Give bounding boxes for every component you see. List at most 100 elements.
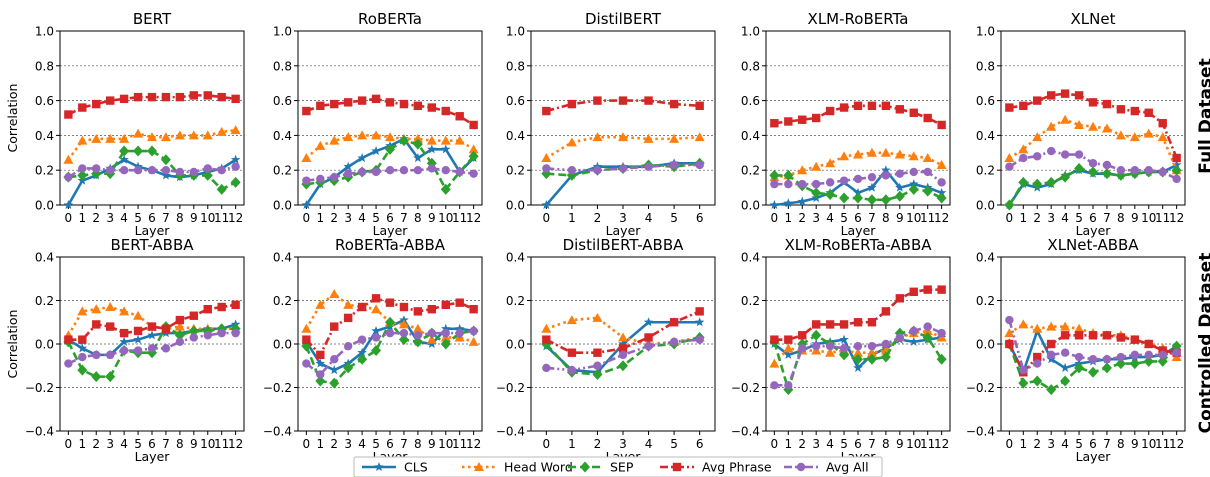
x-tick-label: 7 (400, 211, 408, 225)
x-tick-label: 7 (162, 211, 170, 225)
x-tick-label: 8 (1117, 211, 1125, 225)
data-point (1130, 335, 1140, 344)
data-point (398, 334, 409, 346)
data-point (385, 132, 395, 142)
x-tick-label: 5 (372, 211, 380, 225)
series-head-word (769, 147, 947, 182)
data-point (895, 294, 905, 303)
y-tick-label: 0.0 (273, 199, 292, 213)
data-point (147, 322, 157, 331)
data-point (1019, 365, 1028, 375)
data-point (119, 133, 130, 143)
series-avg-phrase (302, 294, 478, 360)
data-point (936, 192, 947, 204)
x-tick-label: 8 (414, 437, 422, 451)
data-point (133, 92, 143, 102)
data-point (695, 160, 704, 170)
data-point (618, 344, 628, 353)
data-point (64, 335, 73, 344)
data-point (866, 353, 877, 365)
data-point (160, 132, 171, 142)
data-point (1005, 162, 1014, 171)
data-point (644, 333, 653, 342)
data-point (811, 161, 822, 171)
data-point (825, 189, 836, 201)
data-point (441, 328, 450, 338)
data-point (92, 164, 101, 173)
x-tick-label: 11 (214, 211, 229, 225)
data-point (643, 133, 654, 143)
y-tick-label: 0.6 (741, 94, 760, 108)
x-tick-label: 2 (798, 437, 806, 451)
axes-frame (1000, 30, 1186, 206)
data-point (301, 200, 312, 210)
data-point (909, 167, 918, 177)
x-tick-label: 1 (78, 211, 86, 225)
data-point (1157, 132, 1168, 142)
data-point (1129, 358, 1140, 370)
data-point (398, 135, 409, 147)
y-tick-label: 0.0 (976, 338, 995, 352)
data-point (811, 341, 821, 351)
data-point (1074, 162, 1085, 174)
data-point (468, 150, 479, 162)
subplot-title: DistilBERT (585, 10, 662, 28)
x-tick-label: 12 (228, 437, 243, 451)
data-point (853, 192, 863, 204)
series-avg-phrase (302, 94, 478, 130)
x-tick-label: 1 (316, 211, 324, 225)
series-avg-all (64, 328, 240, 368)
x-tick-label: 5 (372, 437, 380, 451)
data-point (147, 92, 157, 102)
legend-marker (374, 462, 384, 472)
x-tick-label: 9 (428, 437, 436, 451)
y-tick-label: 0.2 (273, 294, 292, 308)
data-point (371, 130, 382, 140)
x-tick-label: 7 (162, 437, 170, 451)
data-point (936, 159, 947, 169)
series-head-word (301, 130, 479, 163)
data-point (105, 322, 115, 331)
data-point (881, 165, 891, 175)
series-head-word (63, 125, 241, 164)
x-tick-label: 0 (65, 211, 73, 225)
x-tick-label: 12 (934, 437, 949, 451)
y-tick-label: 0.0 (506, 338, 525, 352)
x-tick-label: 6 (854, 437, 862, 451)
data-point (119, 166, 129, 175)
x-tick-label: 6 (1089, 437, 1097, 451)
x-tick-label: 2 (594, 211, 602, 225)
x-tick-label: 3 (619, 437, 627, 451)
data-point (853, 149, 863, 159)
data-point (770, 381, 779, 390)
x-tick-label: 8 (1117, 437, 1125, 451)
data-point (770, 179, 779, 189)
x-tick-label: 7 (868, 437, 876, 451)
data-point (1060, 89, 1070, 98)
data-point (469, 326, 478, 336)
data-point (1074, 119, 1085, 129)
data-point (895, 105, 905, 114)
subplot-distilbert: 0.0 0.2 0.4 0.6 0.8 1.0 0 1 2 3 4 5 6 DistilBERT Layer (506, 10, 716, 238)
y-tick-label: 0.2 (35, 164, 54, 178)
data-point (469, 120, 478, 130)
x-tick-label: 4 (826, 437, 834, 451)
x-tick-label: 6 (386, 211, 394, 225)
data-point (1088, 355, 1098, 364)
data-point (413, 307, 423, 316)
data-point (385, 166, 395, 175)
y-tick-label: −0.4 (496, 425, 525, 439)
data-point (880, 351, 891, 363)
data-point (203, 305, 212, 314)
x-axis-label: Layer (135, 449, 171, 464)
series-avg-all (770, 167, 946, 189)
data-point (1101, 168, 1112, 180)
legend-label: Avg All (826, 460, 869, 475)
x-tick-label: 9 (1131, 437, 1139, 451)
data-point (881, 307, 891, 316)
data-point (330, 172, 339, 182)
data-point (91, 133, 102, 143)
data-point (853, 318, 863, 327)
data-point (1144, 166, 1153, 175)
data-point (644, 96, 653, 105)
